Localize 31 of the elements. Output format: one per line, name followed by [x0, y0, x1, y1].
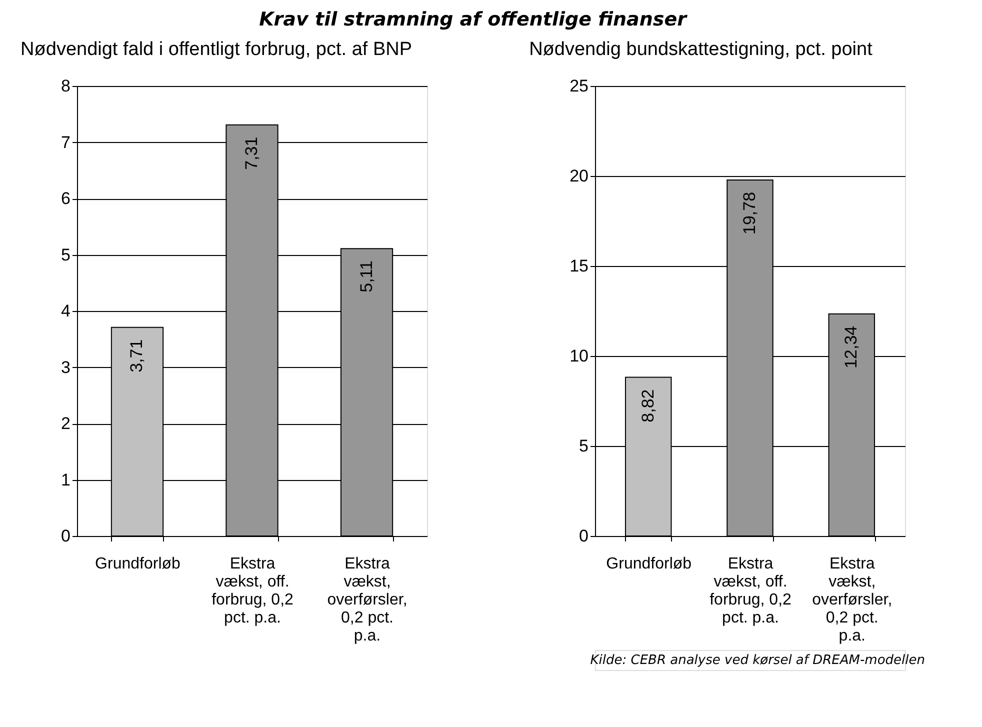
x-tick-label: Ekstra vækst, overførsler, 0,2 pct. p.a.	[327, 556, 408, 644]
y-tick-label: 0	[579, 526, 588, 546]
y-tick-label: 4	[61, 302, 70, 320]
x-tick-label: Grundforløb	[606, 556, 692, 572]
data-label: 7,31	[242, 136, 261, 170]
text: Krav til stramning af offentlige finanser	[259, 8, 688, 30]
y-tick-label: 10	[570, 346, 588, 366]
y-tick-label: 7	[61, 132, 70, 152]
y-tick-label: 25	[570, 76, 588, 96]
data-label: 12,34	[842, 326, 861, 368]
y-tick-label: 20	[570, 166, 588, 186]
y-tick-label: 6	[61, 189, 70, 208]
y-axis-title: Nødvendig bundskattestigning, pct. point	[529, 39, 874, 60]
y-tick-label: 8	[61, 76, 70, 96]
data-label: 3,71	[127, 339, 146, 372]
data-label: 8,82	[638, 389, 658, 422]
x-tick-label: Ekstra vækst, off. forbrug, 0,2 pct. p.a.	[710, 556, 792, 626]
y-tick-label: 0	[61, 526, 70, 546]
y-tick-label: 3	[61, 358, 70, 377]
y-axis-title: Nødvendigt fald i offentligt forbrug, pct. af BNP	[20, 39, 412, 60]
x-tick-label: Ekstra vækst, off. forbrug, 0,2 pct. p.a.	[212, 556, 294, 626]
text: Kilde: CEBR analyse ved kørsel af DREAM-modellen	[590, 653, 925, 668]
y-tick-label: 1	[61, 470, 70, 490]
y-tick-label: 5	[579, 436, 588, 456]
y-tick-label: 2	[61, 414, 70, 433]
y-tick-label: 15	[570, 256, 588, 276]
data-label: 19,78	[740, 192, 759, 235]
x-tick-label: Ekstra vækst, overførsler, 0,2 pct. p.a.	[812, 556, 892, 644]
data-label: 5,11	[356, 260, 376, 292]
y-tick-label: 5	[61, 245, 70, 264]
x-tick-label: Grundforløb	[95, 556, 181, 572]
